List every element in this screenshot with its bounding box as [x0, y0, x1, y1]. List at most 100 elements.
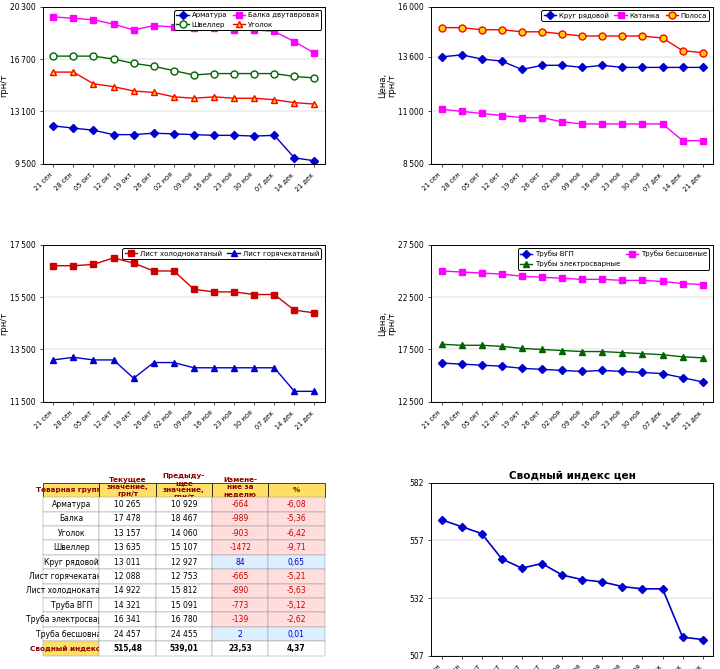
- Лист холоднокатаный: [189, 285, 198, 293]
- Трубы ВГП: [638, 369, 647, 377]
- Балка двутавровая: [290, 37, 299, 45]
- Лист холоднокатаный: [169, 267, 178, 275]
- Уголок: [310, 100, 319, 108]
- Полоса: [457, 23, 466, 31]
- Катанка: [477, 110, 486, 118]
- Лист горячекатаный: [270, 364, 279, 372]
- Швеллер: [250, 70, 258, 78]
- Полоса: [558, 30, 567, 38]
- Катанка: [678, 136, 687, 145]
- Арматура: [150, 129, 158, 137]
- Круг рядовой: [518, 66, 526, 74]
- Уголок: [150, 88, 158, 96]
- Лист холоднокатаный: [270, 290, 279, 298]
- Швеллер: [310, 74, 319, 82]
- Катанка: [538, 114, 546, 122]
- Круг рядовой: [618, 64, 626, 72]
- Лист холоднокатаный: [150, 267, 158, 275]
- Арматура: [230, 131, 238, 139]
- Арматура: [49, 122, 58, 130]
- Трубы ВГП: [498, 362, 506, 370]
- Трубы бесшовные: [698, 280, 707, 288]
- Трубы электросварные: [598, 348, 606, 356]
- Трубы ВГП: [598, 367, 606, 375]
- Балка двутавровая: [270, 27, 279, 35]
- Line: Круг рядовой: Круг рядовой: [438, 52, 706, 72]
- Балка двутавровая: [89, 16, 98, 24]
- Line: Трубы ВГП: Трубы ВГП: [438, 361, 706, 385]
- Title: Сводный индекс цен: Сводный индекс цен: [509, 471, 636, 481]
- Y-axis label: Цена,
грн/т: Цена, грн/т: [0, 310, 9, 336]
- Катанка: [658, 120, 667, 128]
- Лист холоднокатаный: [290, 306, 299, 314]
- Балка двутавровая: [109, 20, 118, 28]
- Катанка: [698, 136, 707, 145]
- Line: Уголок: Уголок: [50, 69, 318, 108]
- Арматура: [69, 124, 78, 132]
- Трубы электросварные: [638, 350, 647, 358]
- Катанка: [498, 112, 506, 120]
- Полоса: [437, 23, 446, 31]
- Трубы ВГП: [698, 378, 707, 386]
- Катанка: [598, 120, 606, 128]
- Круг рядовой: [457, 51, 466, 59]
- Трубы бесшовные: [638, 276, 647, 284]
- Лист горячекатаный: [310, 387, 319, 395]
- Legend: Круг рядовой, Катанка, Полоса: Круг рядовой, Катанка, Полоса: [541, 10, 709, 21]
- Катанка: [578, 120, 587, 128]
- Лист горячекатаный: [250, 364, 258, 372]
- Арматура: [189, 130, 198, 138]
- Полоса: [618, 32, 626, 40]
- Полоса: [678, 47, 687, 55]
- Трубы бесшовные: [498, 270, 506, 278]
- Арматура: [290, 154, 299, 162]
- Круг рядовой: [678, 64, 687, 72]
- Арматура: [130, 130, 138, 138]
- Line: Балка двутавровая: Балка двутавровая: [50, 14, 318, 56]
- Балка двутавровая: [250, 26, 258, 34]
- Арматура: [109, 130, 118, 138]
- Лист холоднокатаный: [49, 262, 58, 270]
- Трубы бесшовные: [578, 276, 587, 284]
- Лист холоднокатаный: [210, 288, 218, 296]
- Лист горячекатаный: [290, 387, 299, 395]
- Трубы ВГП: [477, 361, 486, 369]
- Балка двутавровая: [310, 50, 319, 58]
- Трубы бесшовные: [558, 274, 567, 282]
- Круг рядовой: [558, 62, 567, 70]
- Уголок: [130, 87, 138, 95]
- Трубы ВГП: [518, 365, 526, 373]
- Арматура: [169, 130, 178, 138]
- Трубы электросварные: [618, 349, 626, 357]
- Лист горячекатаный: [69, 353, 78, 361]
- Круг рядовой: [598, 62, 606, 70]
- Line: Трубы электросварные: Трубы электросварные: [438, 341, 706, 361]
- Line: Швеллер: Швеллер: [50, 53, 318, 82]
- Уголок: [49, 68, 58, 76]
- Круг рядовой: [538, 62, 546, 70]
- Швеллер: [89, 52, 98, 60]
- Полоса: [518, 28, 526, 36]
- Трубы электросварные: [437, 341, 446, 349]
- Y-axis label: Цена,
грн/т: Цена, грн/т: [377, 73, 397, 98]
- Трубы электросварные: [518, 345, 526, 353]
- Балка двутавровая: [210, 25, 218, 33]
- Полоса: [598, 32, 606, 40]
- Лист горячекатаный: [189, 364, 198, 372]
- Балка двутавровая: [169, 23, 178, 31]
- Line: Трубы бесшовные: Трубы бесшовные: [438, 268, 706, 288]
- Трубы бесшовные: [598, 276, 606, 284]
- Балка двутавровая: [49, 13, 58, 21]
- Швеллер: [49, 52, 58, 60]
- Круг рядовой: [578, 64, 587, 72]
- Швеллер: [150, 62, 158, 70]
- Лист холоднокатаный: [130, 259, 138, 267]
- Полоса: [498, 25, 506, 33]
- Швеллер: [290, 72, 299, 80]
- Балка двутавровая: [69, 14, 78, 22]
- Лист горячекатаный: [109, 356, 118, 364]
- Трубы электросварные: [457, 341, 466, 349]
- Уголок: [290, 98, 299, 106]
- Трубы бесшовные: [618, 276, 626, 284]
- Трубы электросварные: [538, 345, 546, 353]
